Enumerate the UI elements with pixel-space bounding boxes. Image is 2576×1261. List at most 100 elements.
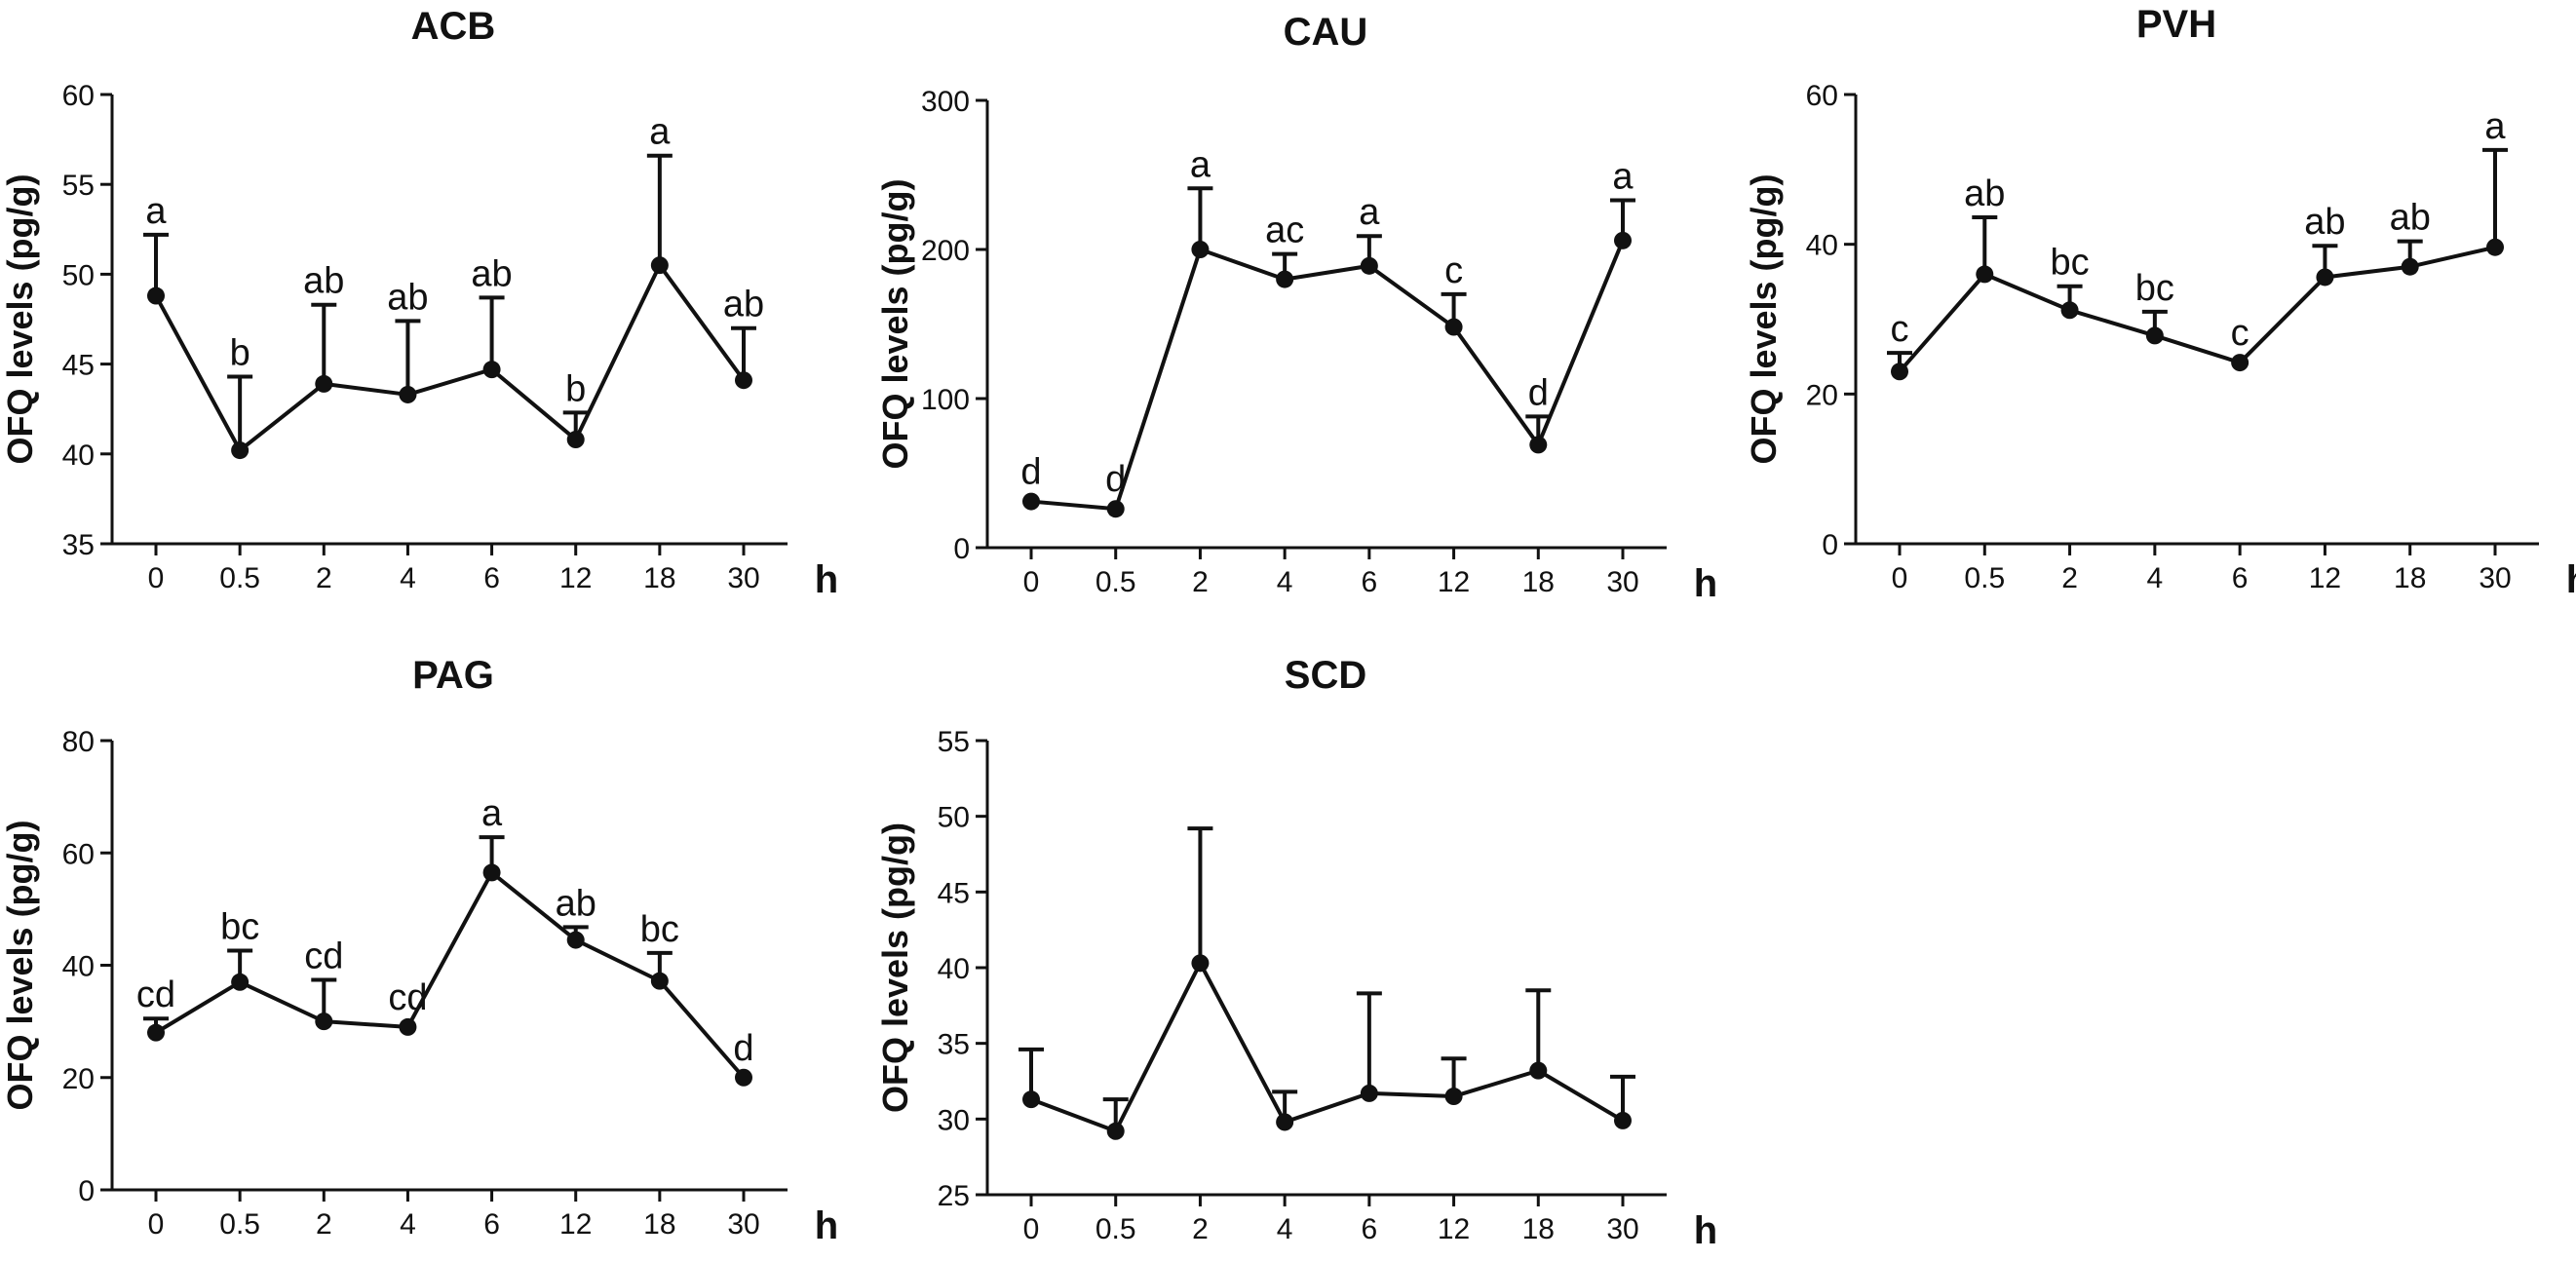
y-tick-label: 50	[938, 802, 970, 834]
x-tick-label: 18	[643, 562, 675, 594]
significance-label: ab	[723, 285, 764, 325]
x-tick-label: 6	[483, 1208, 500, 1241]
x-tick-label: 30	[727, 562, 759, 594]
data-point	[1106, 500, 1125, 518]
x-tick-label: 12	[1438, 1213, 1470, 1245]
significance-label: cd	[388, 977, 427, 1018]
y-tick-label: 0	[1822, 529, 1838, 561]
data-point	[2316, 268, 2334, 287]
chart-title: CAU	[1284, 11, 1368, 54]
chart-panel-acb: ACB OFQ levels (pg/g) 35 40 45 50 55 60 0 0.5 2 4 6 1…	[0, 5, 838, 601]
significance-label: a	[2484, 106, 2506, 147]
significance-label: cd	[304, 936, 343, 976]
chart-panel-scd: SCD OFQ levels (pg/g) 25 30 35 40 45 50 55 0 0.5 2 4…	[875, 654, 1717, 1252]
significance-label: a	[649, 112, 671, 153]
data-point	[315, 1013, 333, 1031]
x-tick-label: 2	[2061, 562, 2078, 594]
y-tick-label: 100	[921, 384, 970, 416]
y-tick-label: 40	[1806, 230, 1838, 262]
y-tick-label: 55	[938, 726, 970, 758]
series-line	[1898, 245, 2496, 373]
x-tick-label: 0.5	[1964, 562, 2005, 594]
data-point	[1529, 1061, 1548, 1080]
x-tick-label: 12	[2309, 562, 2341, 594]
significance-label: c	[2231, 313, 2249, 354]
x-tick-label: 18	[643, 1208, 675, 1241]
x-tick-label: 12	[559, 1208, 592, 1241]
significance-label: ab	[387, 277, 428, 318]
y-tick-label: 200	[921, 235, 970, 267]
x-axis-unit: h	[815, 558, 838, 601]
data-point	[1276, 1113, 1294, 1131]
y-tick-label: 30	[938, 1104, 970, 1136]
significance-label: a	[145, 191, 167, 232]
series-line	[154, 870, 746, 1080]
y-tick-label: 35	[62, 529, 95, 561]
data-point	[1614, 231, 1632, 249]
x-tick-label: 2	[316, 1208, 332, 1241]
y-tick-label: 40	[938, 953, 970, 985]
y-tick-label: 40	[62, 439, 95, 472]
y-tick-label: 60	[1806, 80, 1838, 112]
y-axis-label: OFQ levels (pg/g)	[875, 178, 915, 469]
x-tick-label: 6	[1362, 1213, 1378, 1245]
series-line	[154, 263, 746, 453]
chart-title: SCD	[1285, 654, 1366, 697]
significance-label: a	[481, 793, 503, 834]
x-tick-label: 4	[1277, 566, 1293, 598]
data-point	[1191, 241, 1210, 258]
x-axis-unit: h	[1694, 1209, 1717, 1252]
y-tick-label: 20	[1806, 379, 1838, 411]
x-axis-unit: h	[1694, 562, 1717, 605]
x-tick-label: 2	[316, 562, 332, 594]
data-point	[1106, 1122, 1125, 1140]
data-point	[399, 385, 417, 403]
y-tick-label: 55	[62, 170, 95, 202]
y-tick-label: 60	[62, 80, 95, 112]
x-tick-label: 6	[2232, 562, 2249, 594]
y-tick-label: 0	[78, 1175, 95, 1207]
significance-label: bc	[2135, 268, 2174, 309]
data-point	[1360, 1084, 1378, 1102]
data-point	[147, 1023, 165, 1042]
series-line	[1030, 961, 1625, 1133]
data-point	[2060, 301, 2079, 320]
data-point	[1022, 492, 1040, 511]
significance-label: ab	[471, 253, 512, 294]
x-axis-unit: h	[2566, 558, 2576, 601]
x-tick-label: 18	[1522, 1213, 1555, 1245]
significance-label: ab	[2304, 202, 2345, 243]
data-point	[735, 371, 752, 390]
x-tick-label: 30	[2479, 562, 2511, 594]
significance-label: d	[1528, 372, 1549, 413]
x-tick-label: 0	[148, 1208, 165, 1241]
x-tick-label: 0	[1023, 1213, 1040, 1245]
data-point	[735, 1068, 752, 1087]
data-point	[231, 973, 250, 991]
chart-panel-cau: CAU OFQ levels (pg/g) 0 100 200 300 0 0.5 2 4 6 12 1…	[875, 11, 1717, 605]
significance-label: ab	[1964, 173, 2005, 214]
significance-label: ab	[556, 883, 596, 924]
data-point	[1529, 436, 1548, 454]
data-point	[2401, 257, 2419, 276]
significance-label: ac	[1265, 210, 1304, 251]
chart-title: ACB	[411, 5, 496, 48]
x-tick-label: 6	[1362, 566, 1378, 598]
y-axis-label: OFQ levels (pg/g)	[0, 820, 40, 1110]
y-axis-label: OFQ levels (pg/g)	[1744, 173, 1784, 464]
x-tick-label: 4	[400, 562, 416, 594]
significance-label: ab	[2390, 198, 2431, 239]
data-point	[147, 287, 165, 305]
data-point	[1891, 363, 1908, 381]
data-point	[1444, 318, 1463, 336]
x-axis-unit: h	[815, 1204, 838, 1247]
significance-label: cd	[136, 974, 175, 1015]
x-tick-label: 30	[727, 1208, 759, 1241]
significance-label: bc	[220, 907, 259, 948]
data-point	[1191, 954, 1210, 973]
data-point	[1614, 1111, 1632, 1129]
data-point	[2486, 238, 2504, 256]
x-tick-label: 0.5	[219, 562, 260, 594]
